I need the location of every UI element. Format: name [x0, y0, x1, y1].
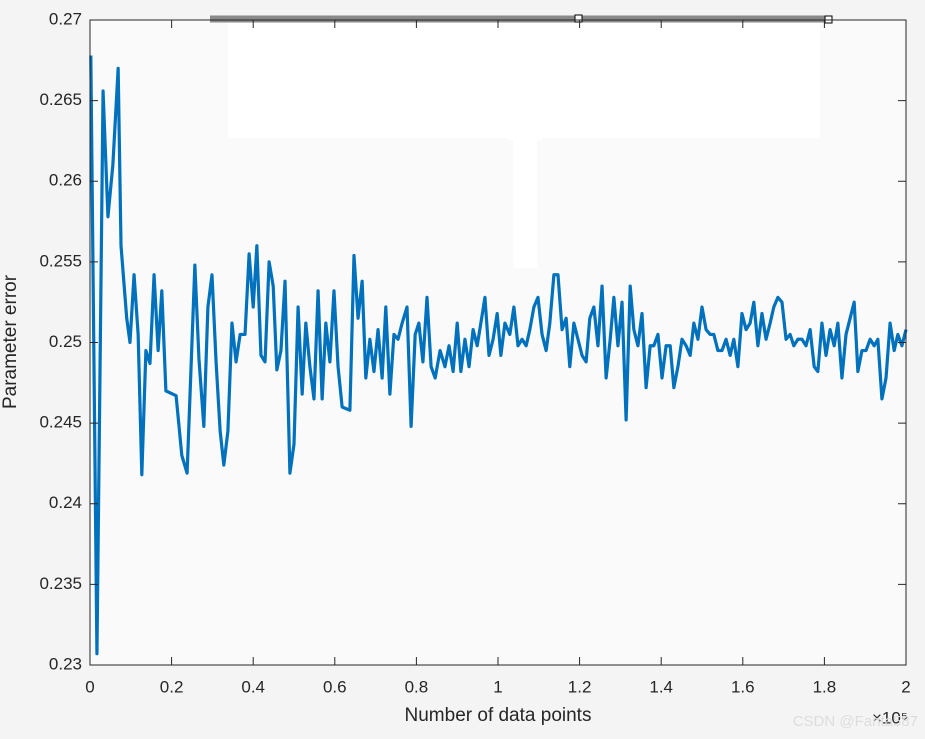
- watermark: CSDN @Fanta587: [793, 713, 918, 730]
- data-line: [89, 55, 908, 656]
- overlay-tab: [508, 130, 542, 140]
- marks: [89, 55, 908, 656]
- x-tick-label: 0.6: [323, 677, 347, 696]
- x-tick-label: 2: [901, 677, 910, 696]
- slider-handle[interactable]: [574, 14, 583, 23]
- x-tick-label: 1.4: [649, 677, 673, 696]
- y-tick-label: 0.255: [39, 251, 82, 270]
- x-tick-label: 1.2: [568, 677, 592, 696]
- y-tick-label: 0.27: [49, 9, 82, 28]
- x-tick-label: 0: [85, 677, 94, 696]
- x-tick-label: 0.2: [160, 677, 184, 696]
- x-tick-label: 0.4: [241, 677, 265, 696]
- x-axis-label: Number of data points: [405, 705, 592, 726]
- y-tick-label: 0.26: [49, 171, 82, 190]
- y-tick-label: 0.23: [49, 654, 82, 673]
- x-tick-label: 1: [493, 677, 502, 696]
- x-tick-label: 1.6: [731, 677, 755, 696]
- y-tick-label: 0.25: [49, 332, 82, 351]
- y-tick-label: 0.265: [39, 90, 82, 109]
- x-multiplier: ×10⁵: [872, 708, 908, 727]
- x-tick-label: 1.8: [813, 677, 837, 696]
- y-axis-label: Parameter error: [0, 274, 21, 409]
- y-tick-label: 0.245: [39, 413, 82, 432]
- y-tick-label: 0.24: [49, 493, 82, 512]
- overlay-stem: [513, 136, 537, 268]
- overlay-panel: [228, 22, 820, 138]
- x-tick-label: 0.8: [405, 677, 429, 696]
- y-tick-label: 0.235: [39, 574, 82, 593]
